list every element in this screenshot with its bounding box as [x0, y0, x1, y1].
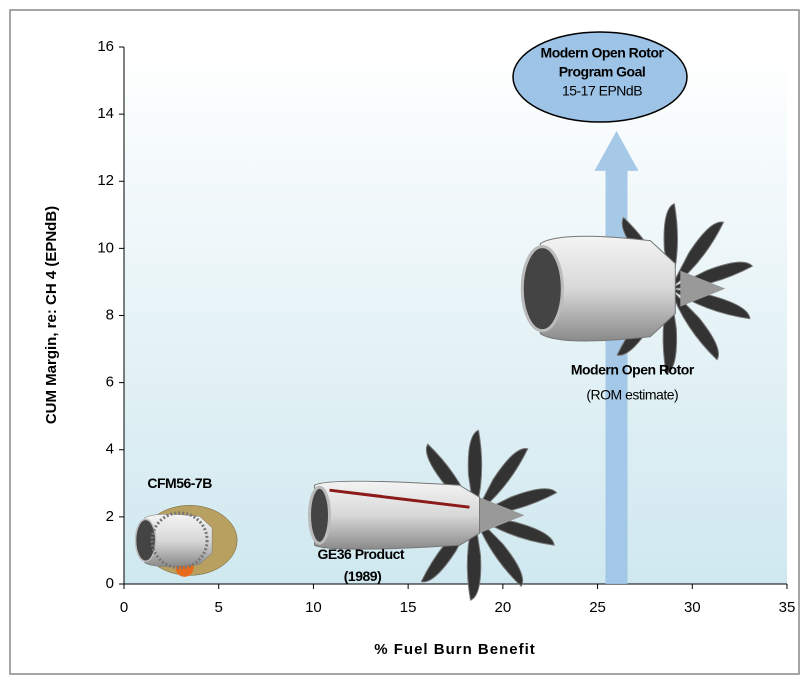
nacelle [539, 235, 676, 342]
y-tick-label: 0 [106, 575, 114, 592]
x-tick-label: 0 [120, 599, 128, 616]
point-label: CFM56-7B [147, 475, 212, 491]
engine [134, 505, 238, 577]
point-label: GE36 Product [318, 546, 405, 562]
engine [308, 429, 558, 601]
spinner [680, 270, 726, 307]
x-tick-label: 5 [215, 599, 223, 616]
y-tick-label: 4 [106, 441, 114, 458]
x-axis-title: % Fuel Burn Benefit [374, 641, 536, 658]
goal-label: 15-17 EPNdB [562, 83, 642, 99]
blade [669, 288, 719, 361]
inlet [520, 245, 564, 333]
goal-ellipse [512, 31, 688, 123]
y-tick-label: 8 [106, 306, 114, 323]
y-tick-label: 16 [97, 38, 114, 55]
point-label: (ROM estimate) [586, 386, 678, 402]
stripe [329, 488, 470, 509]
x-tick-label: 25 [589, 599, 606, 616]
blade [474, 448, 529, 516]
blade [474, 514, 524, 588]
y-axis-title: CUM Margin, re: CH 4 (EPNdB) [43, 206, 60, 424]
fan [150, 511, 209, 570]
x-tick-label: 30 [684, 599, 701, 616]
x-tick-label: 35 [779, 599, 796, 616]
inlet [308, 485, 332, 545]
nacelle [144, 513, 213, 567]
goal-label: Program Goal [559, 64, 646, 80]
y-tick-label: 2 [106, 508, 114, 525]
y-tick-label: 12 [97, 172, 114, 189]
nacelle [314, 480, 481, 550]
y-tick-label: 10 [97, 239, 114, 256]
x-tick-label: 15 [400, 599, 417, 616]
y-tick-label: 6 [106, 374, 114, 391]
point-label: Modern Open Rotor [571, 361, 695, 377]
y-tick-label: 14 [97, 105, 114, 122]
x-tick-label: 20 [495, 599, 512, 616]
goal-label: Modern Open Rotor [541, 45, 665, 61]
x-tick-label: 10 [305, 599, 322, 616]
spinner [479, 497, 525, 534]
point-label: (1989) [344, 568, 381, 584]
engine [520, 202, 754, 375]
inlet [134, 518, 157, 563]
